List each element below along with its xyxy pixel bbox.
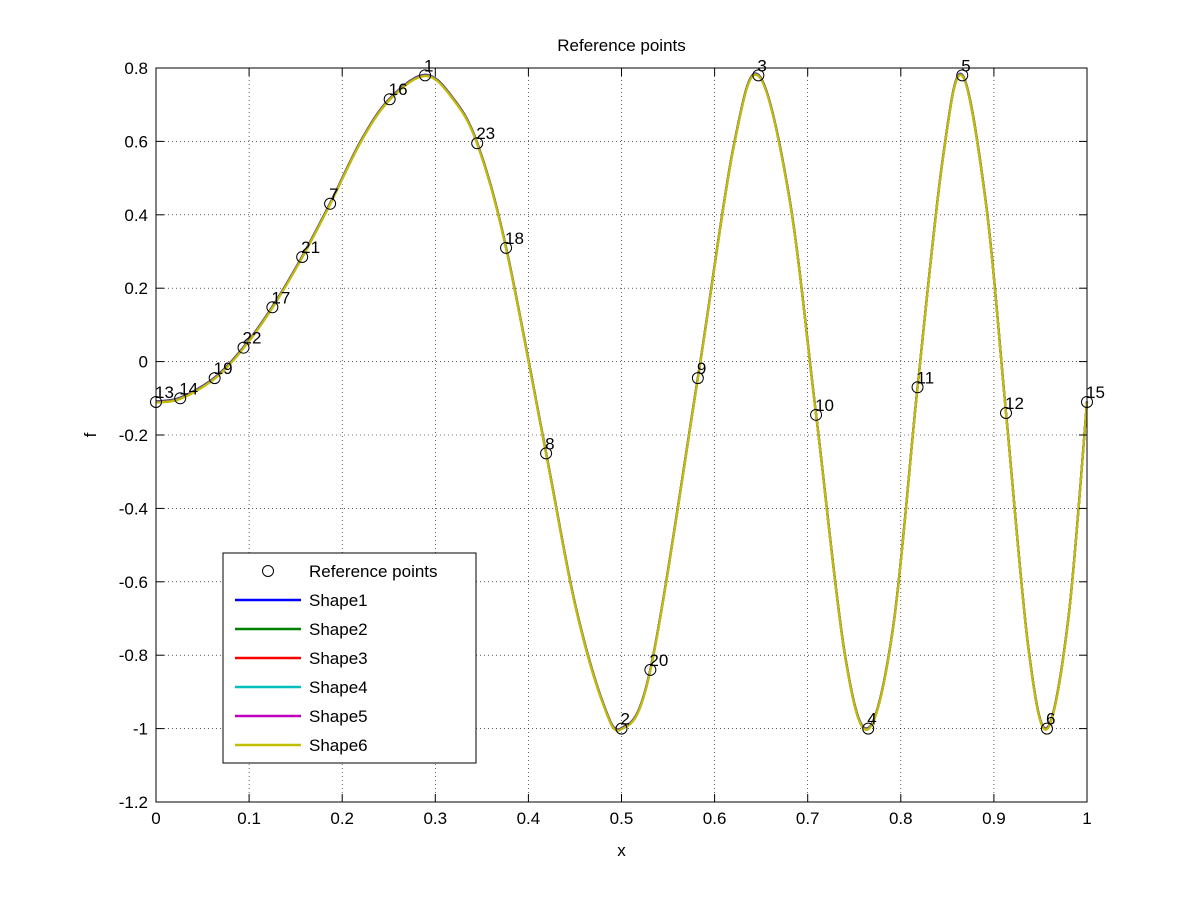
curves xyxy=(155,72,1089,732)
point-label-5: 5 xyxy=(961,56,970,75)
x-tick-label: 0.1 xyxy=(237,809,261,828)
legend: Reference points Shape1 Shape2 Shape3 Shape4… xyxy=(222,552,477,764)
reference-point-16 xyxy=(383,93,396,106)
reference-point-8 xyxy=(540,447,553,460)
reference-point-19 xyxy=(208,372,221,385)
legend-label-reference-points: Reference points xyxy=(309,562,438,581)
point-label-10: 10 xyxy=(815,396,834,415)
point-label-9: 9 xyxy=(697,359,706,378)
point-label-18: 18 xyxy=(505,229,524,248)
reference-point-1 xyxy=(419,69,432,82)
point-label-22: 22 xyxy=(243,329,262,348)
point-label-7: 7 xyxy=(329,185,338,204)
y-tick-label: -0.8 xyxy=(119,646,148,665)
y-tick-label: 0.2 xyxy=(124,279,148,298)
point-label-17: 17 xyxy=(271,288,290,307)
point-label-8: 8 xyxy=(545,434,554,453)
x-tick-label: 0.4 xyxy=(517,809,541,828)
point-label-16: 16 xyxy=(389,80,408,99)
y-axis-title: f xyxy=(81,432,100,437)
reference-point-4 xyxy=(862,722,875,735)
x-tick-label: 0.7 xyxy=(796,809,820,828)
x-tick-label: 0.5 xyxy=(610,809,634,828)
point-label-3: 3 xyxy=(757,56,766,75)
reference-point-3 xyxy=(752,69,765,82)
reference-point-20 xyxy=(644,663,657,676)
point-label-23: 23 xyxy=(476,124,495,143)
x-tick-label: 1 xyxy=(1082,809,1091,828)
point-label-12: 12 xyxy=(1005,394,1024,413)
reference-point-2 xyxy=(615,722,628,735)
point-label-20: 20 xyxy=(649,651,668,670)
legend-label-shape3: Shape3 xyxy=(309,649,368,668)
reference-point-12 xyxy=(1000,406,1013,419)
y-tick-label: -0.4 xyxy=(119,499,148,518)
point-label-13: 13 xyxy=(155,383,174,402)
x-tick-label: 0.3 xyxy=(423,809,447,828)
y-tick-label: -0.2 xyxy=(119,426,148,445)
reference-point-17 xyxy=(266,301,279,314)
y-tick-label: 0 xyxy=(139,353,148,372)
x-tick-label: 0.2 xyxy=(330,809,354,828)
point-label-2: 2 xyxy=(621,710,630,729)
chart-title: Reference points xyxy=(557,36,686,55)
point-label-19: 19 xyxy=(214,359,233,378)
point-label-6: 6 xyxy=(1046,710,1055,729)
legend-label-shape5: Shape5 xyxy=(309,707,368,726)
reference-point-22 xyxy=(237,341,250,354)
reference-point-18 xyxy=(500,241,513,254)
reference-point-11 xyxy=(911,381,924,394)
y-tick-label: 0.4 xyxy=(124,206,148,225)
point-label-1: 1 xyxy=(424,56,433,75)
reference-point-7 xyxy=(324,197,337,210)
legend-label-shape4: Shape4 xyxy=(309,678,368,697)
x-axis-title: x xyxy=(617,841,626,860)
x-tick-label: 0.6 xyxy=(703,809,727,828)
legend-label-shape6: Shape6 xyxy=(309,736,368,755)
point-label-4: 4 xyxy=(867,710,876,729)
y-tick-label: 0.8 xyxy=(124,59,148,78)
reference-point-5 xyxy=(956,69,969,82)
x-tick-label: 0.8 xyxy=(889,809,913,828)
reference-point-14 xyxy=(174,392,187,405)
point-label-21: 21 xyxy=(301,238,320,257)
reference-point-9 xyxy=(691,372,704,385)
x-tick-label: 0 xyxy=(151,809,160,828)
y-tick-label: -1.2 xyxy=(119,793,148,812)
legend-label-shape2: Shape2 xyxy=(309,620,368,639)
y-tick-label: -0.6 xyxy=(119,573,148,592)
series-line-shape6 xyxy=(155,73,1089,732)
reference-point-6 xyxy=(1040,722,1053,735)
reference-point-21 xyxy=(296,251,309,264)
point-label-11: 11 xyxy=(917,368,935,387)
y-tick-label: -1 xyxy=(133,720,148,739)
axis-ticks: 0 0.1 0.2 0.3 0.4 0.5 0.6 0.7 0.8 0.9 1 -1.2 -1 -0.8 -… xyxy=(119,59,1092,828)
reference-point-10 xyxy=(810,408,823,421)
reference-point-23 xyxy=(471,137,484,150)
y-tick-label: 0.6 xyxy=(124,132,148,151)
x-tick-label: 0.9 xyxy=(982,809,1006,828)
point-label-14: 14 xyxy=(179,379,198,398)
legend-marker-reference-points xyxy=(262,565,274,577)
point-label-15: 15 xyxy=(1086,383,1105,402)
legend-label-shape1: Shape1 xyxy=(309,591,368,610)
